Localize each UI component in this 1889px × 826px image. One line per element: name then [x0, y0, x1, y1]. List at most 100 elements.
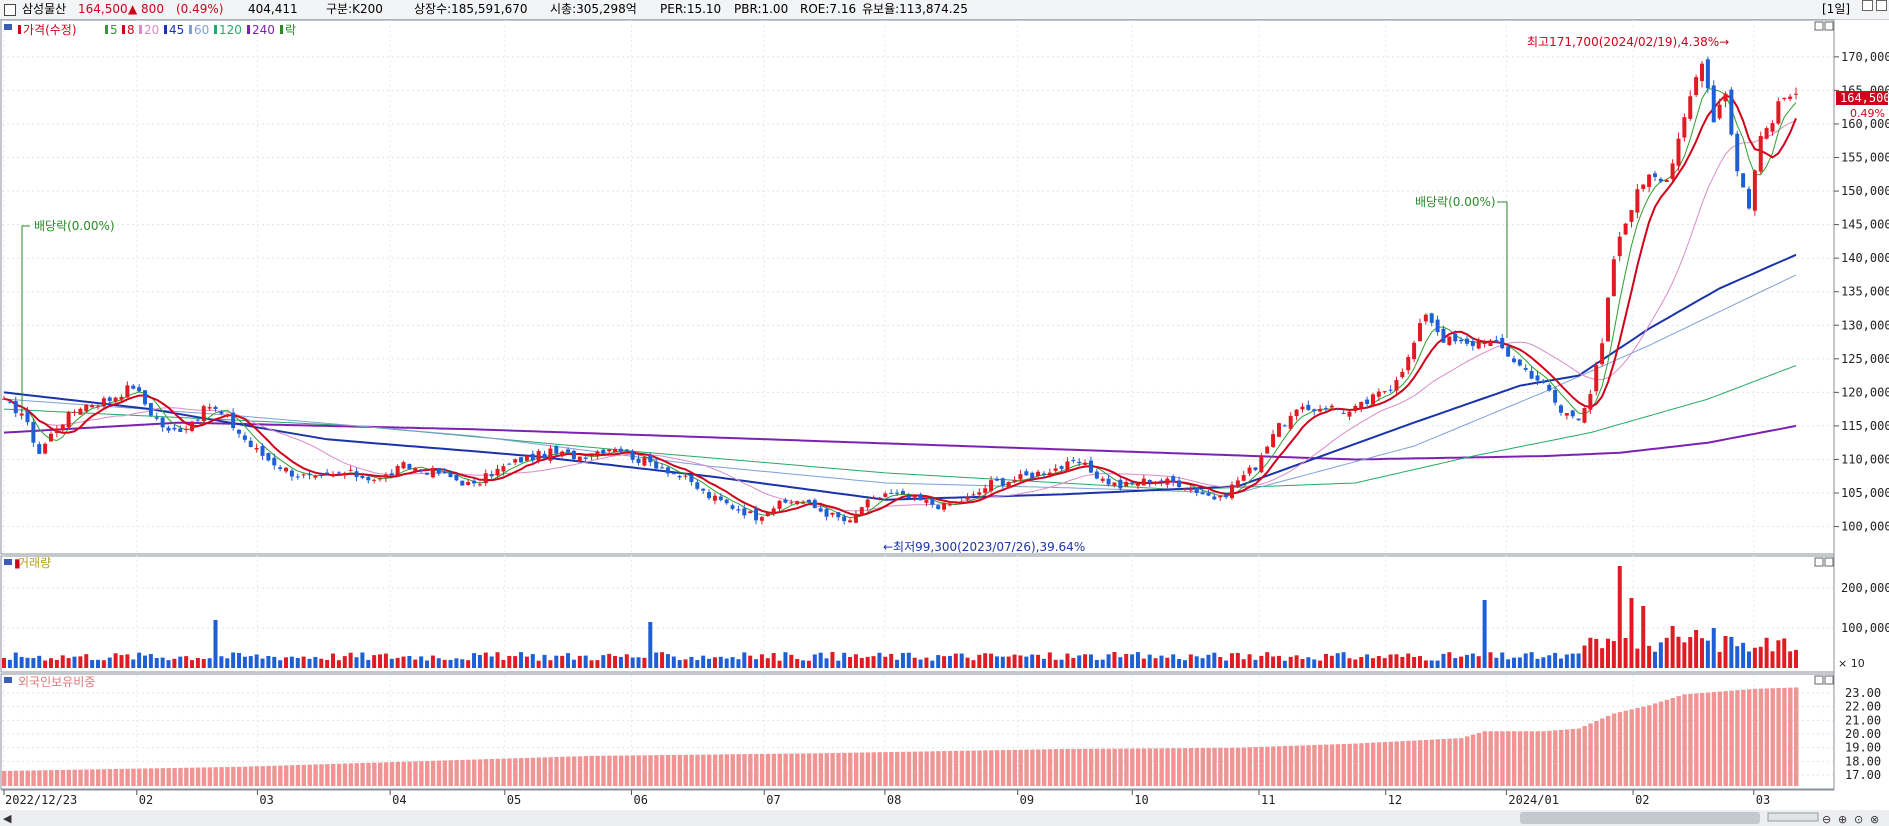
volume-bar — [1012, 654, 1017, 668]
foreign-panel-close-icon[interactable] — [1824, 675, 1834, 685]
volume-bar — [1347, 658, 1352, 668]
volume-panel-icon[interactable] — [4, 559, 12, 565]
foreign-ratio-bar — [1182, 748, 1188, 786]
candle-body — [1429, 313, 1434, 323]
candle-body — [936, 505, 941, 510]
candle-body — [1470, 341, 1475, 346]
foreign-ratio-bar — [477, 759, 483, 786]
volume-bar — [1558, 658, 1563, 668]
price-panel-max-icon[interactable] — [1814, 21, 1824, 31]
candle-body — [1723, 93, 1728, 102]
foreign-ratio-bar — [1141, 748, 1147, 786]
foreign-ratio-bar — [1629, 709, 1634, 786]
candle-body — [495, 468, 500, 476]
foreign-ratio-bar — [1400, 741, 1405, 786]
price-panel-icon[interactable] — [4, 24, 12, 30]
candlesticks — [2, 56, 1798, 525]
candle-body — [754, 508, 759, 521]
zoom-reset-icon[interactable]: ⊙ — [1854, 813, 1863, 826]
volume-bar — [577, 655, 582, 668]
candle-body — [1529, 370, 1534, 379]
candle-body — [1482, 342, 1487, 344]
volume-bar — [912, 657, 917, 668]
candle-body — [971, 494, 976, 496]
foreign-ratio-bar — [284, 765, 289, 786]
volume-bar — [383, 653, 388, 668]
foreign-ratio-bar — [1365, 742, 1370, 786]
foreign-ratio-bar — [718, 754, 724, 786]
foreign-ratio-bar — [107, 769, 113, 786]
foreign-ratio-bar — [1764, 688, 1770, 786]
volume-bar — [1077, 655, 1082, 668]
foreign-ratio-bar — [1423, 739, 1429, 786]
candle-body — [1547, 384, 1552, 391]
volume-bar — [242, 656, 247, 668]
candle-body — [1711, 85, 1716, 123]
volume-bar — [947, 655, 952, 668]
volume-bar — [1517, 657, 1522, 668]
candle-body — [1464, 338, 1469, 344]
volume-bar — [407, 655, 412, 668]
candle-body — [654, 461, 659, 469]
candle-body — [1435, 319, 1440, 333]
volume-bar — [677, 659, 682, 668]
candle-body — [671, 473, 676, 475]
volume-bar — [648, 622, 653, 668]
volume-bar — [72, 656, 77, 668]
candle-body — [1576, 418, 1581, 421]
volume-bar — [143, 655, 148, 668]
zoom-in-icon[interactable]: ⊕ — [1838, 813, 1847, 826]
volume-bar — [1306, 657, 1311, 668]
volume-bar — [460, 659, 465, 668]
volume-bar — [742, 652, 747, 668]
foreign-ratio-bar — [530, 757, 536, 786]
candle-body — [806, 499, 811, 503]
candle-body — [1459, 339, 1464, 342]
close-icon[interactable] — [1876, 0, 1887, 11]
foreign-ratio-bar — [1558, 729, 1564, 786]
foreign-ratio-bar — [1635, 708, 1640, 786]
candle-body — [1623, 223, 1628, 235]
candle-body — [284, 467, 289, 472]
period-selector[interactable]: [1일] — [1822, 2, 1851, 16]
foreign-ratio-bar — [325, 764, 330, 786]
price-panel-close-icon[interactable] — [1824, 21, 1834, 31]
candle-body — [313, 476, 318, 478]
volume-bar — [466, 660, 471, 668]
zoom-out-icon[interactable]: ⊖ — [1822, 813, 1831, 826]
candle-body — [1605, 297, 1610, 342]
zoom-fit-icon[interactable]: ⊗ — [1870, 813, 1879, 826]
volume-panel-max-icon[interactable] — [1814, 557, 1824, 567]
foreign-ratio-bar — [1288, 745, 1294, 786]
volume-bar — [1253, 659, 1258, 668]
candle-body — [1594, 365, 1599, 392]
volume-bar — [1323, 653, 1328, 668]
foreign-ratio-bar — [7, 770, 13, 786]
pin-checkbox[interactable] — [4, 4, 16, 16]
scrollbar-thumb[interactable] — [1520, 812, 1760, 824]
horizontal-scrollbar[interactable] — [0, 810, 1889, 826]
candle-body — [513, 459, 518, 463]
candle-body — [336, 472, 341, 474]
volume-bar — [125, 654, 130, 668]
zoom-slider[interactable] — [1767, 812, 1819, 822]
legend-label: 락 — [285, 23, 296, 37]
volume-bar — [983, 653, 988, 668]
legend-label: 45 — [169, 23, 184, 37]
minimize-icon[interactable] — [1862, 0, 1873, 11]
foreign-panel-max-icon[interactable] — [1814, 675, 1824, 685]
listed-shares: 상장수:185,591,670 — [414, 2, 528, 16]
volume-bar — [959, 653, 964, 668]
volume-bar — [1688, 637, 1693, 668]
candle-body — [442, 472, 447, 474]
volume-panel-close-icon[interactable] — [1824, 557, 1834, 567]
volume-bar — [1588, 637, 1593, 668]
foreign-panel-icon[interactable] — [4, 677, 12, 683]
candle-body — [1312, 409, 1317, 412]
candle-body — [1353, 405, 1358, 412]
candle-body — [1071, 460, 1076, 462]
scroll-left-icon[interactable]: ◀ — [3, 812, 12, 825]
foreign-ratio-bar — [178, 767, 183, 786]
volume-bar — [336, 660, 341, 668]
foreign-ratio-bar — [924, 751, 929, 786]
